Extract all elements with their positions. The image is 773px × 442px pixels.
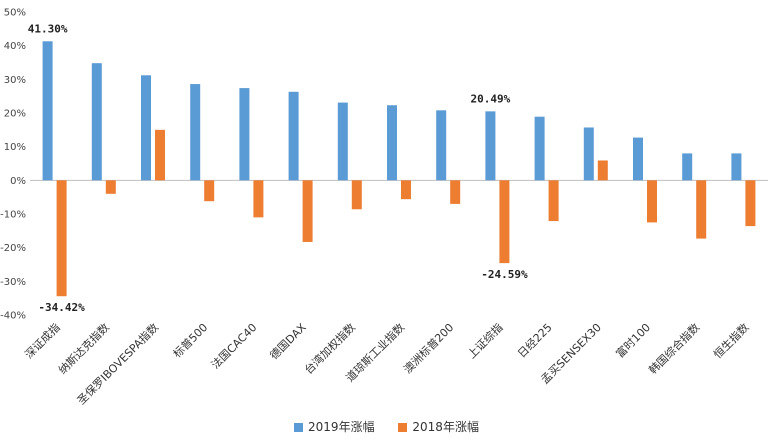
bar-2018 (499, 180, 510, 264)
legend-swatch-2019 (294, 423, 304, 432)
category-label: 深证成指 (22, 320, 63, 361)
y-tick-label: 40% (4, 41, 26, 52)
bar-2018 (56, 180, 67, 297)
category-label: 恒生指数 (711, 320, 752, 361)
data-label: 41.30% (28, 22, 68, 35)
bar-2019 (485, 111, 496, 181)
bar-2018 (204, 180, 215, 202)
y-tick-label: -40% (0, 311, 26, 322)
bar-2018 (302, 180, 313, 242)
bar-2019 (633, 137, 643, 181)
bar-2019 (731, 153, 742, 181)
bar-2019 (534, 116, 545, 181)
bar-2019 (239, 88, 250, 181)
legend: 2019年涨幅 2018年涨幅 (0, 418, 773, 435)
bar-2018 (253, 180, 264, 218)
bar-2018 (155, 129, 165, 181)
y-tick-label: 20% (4, 109, 26, 120)
category-label: 日经225 (515, 321, 555, 361)
category-label: 法国CAC40 (208, 320, 259, 371)
y-tick-label: 30% (4, 75, 26, 86)
category-label: 德国DAX (267, 320, 309, 362)
bar-2019 (190, 84, 201, 181)
bar-chart: -40%-30%-20%-10%0%10%20%30%40%50%深证成指纳斯达… (0, 8, 768, 407)
bar-2019 (436, 110, 447, 181)
bar-2019 (682, 153, 693, 181)
bar-2019 (42, 41, 53, 181)
bar-2019 (288, 91, 299, 181)
category-label: 富时100 (613, 320, 653, 360)
category-label: 澳洲标普200 (400, 320, 456, 376)
category-label: 韩国综合指数 (646, 320, 703, 377)
y-tick-label: -20% (0, 243, 26, 254)
bar-2019 (337, 102, 348, 181)
data-label: 20.49% (471, 92, 511, 105)
bar-2018 (401, 180, 411, 200)
data-label: -24.59% (481, 268, 528, 281)
category-label: 标普500 (170, 320, 210, 360)
bar-2018 (745, 180, 756, 227)
bar-2019 (141, 75, 151, 181)
bar-2019 (91, 63, 102, 181)
bar-2018 (548, 180, 559, 222)
legend-item-2019: 2019年涨幅 (294, 418, 375, 435)
y-tick-label: 10% (4, 142, 26, 153)
bar-2019 (387, 105, 397, 181)
bar-2018 (696, 180, 707, 239)
legend-label-2019: 2019年涨幅 (308, 420, 375, 434)
y-tick-label: 50% (4, 8, 26, 19)
legend-item-2018: 2018年涨幅 (398, 418, 479, 435)
category-label: 上证综指 (465, 320, 506, 361)
bar-2018 (597, 160, 608, 181)
y-tick-label: -10% (0, 210, 26, 221)
y-tick-label: -30% (0, 277, 26, 288)
category-label: 圣保罗IBOVESPA指数 (74, 320, 161, 407)
bar-2018 (351, 180, 362, 210)
bar-2019 (583, 127, 594, 181)
y-tick-label: 0% (10, 176, 26, 187)
data-label: -34.42% (38, 301, 85, 314)
bar-2018 (647, 180, 657, 223)
legend-swatch-2018 (398, 423, 408, 432)
legend-label-2018: 2018年涨幅 (412, 420, 479, 434)
bar-2018 (105, 180, 116, 194)
bar-2018 (450, 180, 461, 204)
